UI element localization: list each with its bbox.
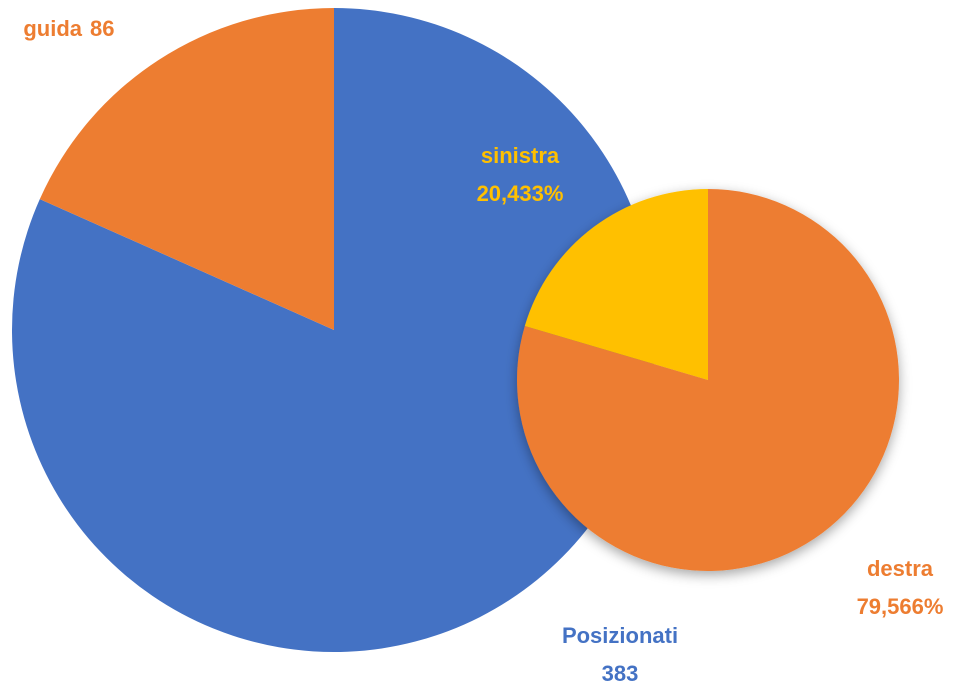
pie-slice [524,189,708,380]
slice-category-label: destra [867,556,934,581]
slice-value-label: 383 [602,661,639,686]
slice-category-label: guida [23,16,82,41]
slice-value-label: 20,433% [477,181,564,206]
slice-value-label: 86 [90,16,114,41]
pie [12,8,657,652]
slice-category-label: Posizionati [562,623,678,648]
pie-slice [39,8,334,330]
slice-category-label: sinistra [481,143,560,168]
slice-value-label: 79,566% [857,594,944,619]
pie [517,189,900,571]
